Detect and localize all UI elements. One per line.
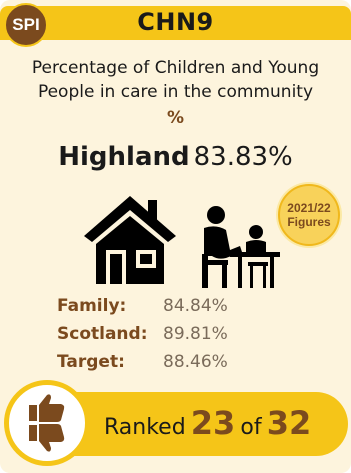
- stat-label: Scotland:: [57, 324, 148, 344]
- headline-area: Highland: [58, 142, 190, 172]
- stat-label: Family:: [57, 296, 127, 316]
- spi-badge: SPI: [4, 3, 48, 47]
- ranked-word: Ranked: [104, 415, 186, 440]
- header-bar: [0, 6, 351, 40]
- indicator-unit: %: [166, 108, 185, 128]
- year-badge-year: 2021/22: [287, 201, 331, 215]
- stat-value: 84.84%: [163, 296, 228, 316]
- description-line-2: People in care in the community: [37, 82, 314, 102]
- headline-value: 83.83%: [193, 142, 293, 172]
- stat-value: 89.81%: [163, 324, 228, 344]
- rank-total: 32: [266, 404, 312, 442]
- ranking-bar: [44, 392, 348, 456]
- house-icon: [84, 196, 176, 284]
- year-badge: 2021/22 Figures: [278, 184, 340, 246]
- stat-value: 88.46%: [163, 352, 228, 372]
- stat-label: Target:: [57, 352, 125, 372]
- ranking-text: Ranked 23 of 32: [104, 404, 344, 442]
- thumbs-up-down-icon: [4, 380, 90, 466]
- rank-number: 23: [190, 404, 236, 442]
- of-word: of: [240, 415, 262, 440]
- year-badge-label: Figures: [287, 215, 331, 229]
- description-line-1: Percentage of Children and Young: [31, 58, 320, 78]
- indicator-code: CHN9: [137, 8, 214, 36]
- indicator-description: Percentage of Children and Young People …: [0, 56, 351, 104]
- headline: Highland 83.83%: [0, 142, 351, 172]
- parent-and-child-at-table-icon: [202, 206, 280, 288]
